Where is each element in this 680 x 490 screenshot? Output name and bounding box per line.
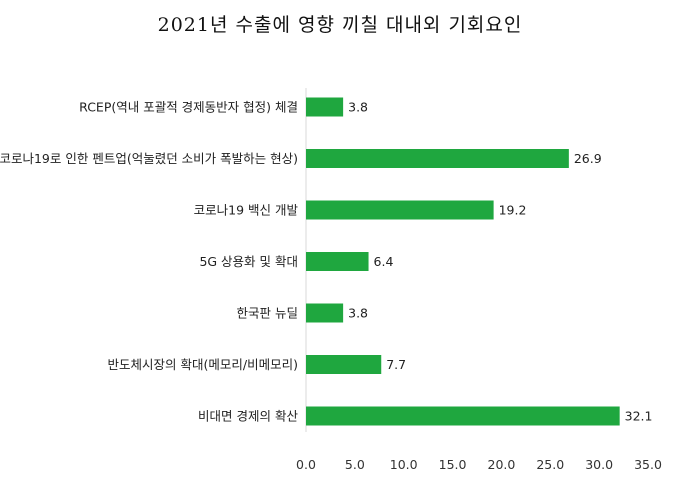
category-label: 비대면 경제의 확산 (198, 409, 298, 424)
data-label: 32.1 (625, 409, 653, 424)
bar (306, 149, 569, 168)
data-label: 19.2 (499, 203, 527, 218)
x-tick-label: 25.0 (536, 457, 564, 472)
category-label: 반도체시장의 확대(메모리/비메모리) (108, 357, 298, 372)
bar (306, 97, 344, 117)
x-tick-label: 10.0 (390, 457, 418, 472)
data-label: 7.7 (386, 357, 406, 372)
x-tick-label: 20.0 (488, 457, 516, 472)
x-tick-label: 0.0 (296, 457, 316, 472)
data-label: 3.8 (348, 306, 368, 321)
bar (306, 303, 344, 323)
category-label: 한국판 뉴딜 (237, 306, 298, 321)
bar (306, 200, 494, 220)
x-tick-label: 30.0 (585, 457, 613, 472)
x-tick-label: 5.0 (345, 457, 365, 472)
bar (306, 355, 382, 374)
category-label: 코로나19로 인한 펜트업(억눌렸던 소비가 폭발하는 현상) (0, 151, 298, 166)
data-label: 26.9 (574, 151, 602, 166)
bar (306, 406, 620, 426)
x-tick-label: 15.0 (439, 457, 467, 472)
bar (306, 252, 369, 271)
category-label: RCEP(역내 포괄적 경제동반자 협정) 체결 (79, 100, 298, 115)
category-label: 코로나19 백신 개발 (194, 203, 299, 218)
category-label: 5G 상용화 및 확대 (199, 254, 298, 269)
data-label: 6.4 (374, 254, 394, 269)
chart-title: 2021년 수출에 영향 끼칠 대내외 기회요인 (157, 14, 523, 36)
x-tick-label: 35.0 (634, 457, 662, 472)
data-label: 3.8 (348, 100, 368, 115)
